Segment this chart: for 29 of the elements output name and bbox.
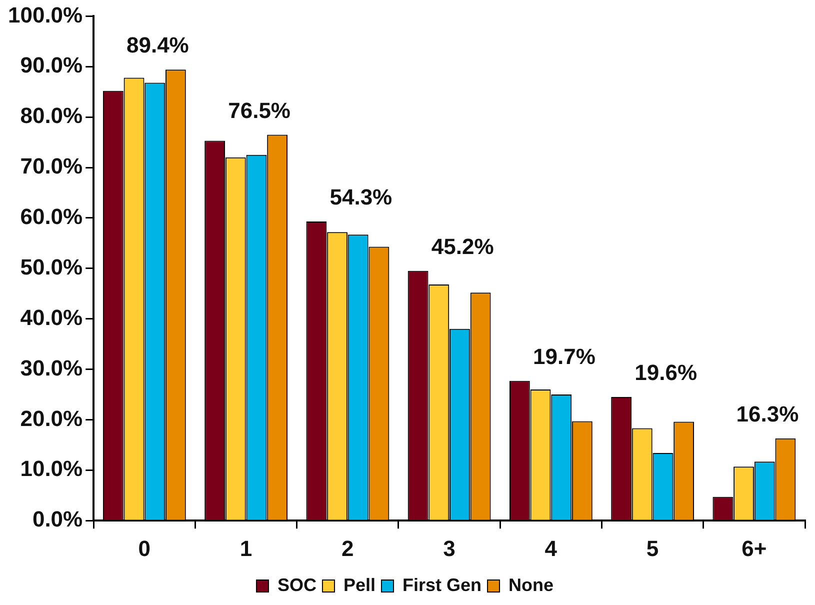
y-tick-label: 30.0% [20, 355, 83, 380]
data-label: 19.7% [532, 344, 596, 369]
y-tick-label: 0.0% [32, 506, 83, 532]
y-tick-label: 90.0% [20, 52, 83, 78]
y-tick-label: 40.0% [20, 304, 83, 330]
data-label: 45.2% [431, 234, 494, 259]
y-tick-label: 80.0% [20, 103, 83, 128]
x-tick-label: 5 [646, 536, 659, 561]
y-tick-label: 70.0% [20, 154, 83, 179]
y-tick-label: 10.0% [20, 456, 83, 482]
y-tick-label: 60.0% [20, 204, 83, 230]
x-tick-label: 1 [240, 536, 252, 561]
y-tick-label: 20.0% [20, 406, 83, 431]
x-tick-label: 0 [138, 536, 151, 561]
y-tick-label: 100.0% [8, 2, 83, 28]
y-tick-label: 50.0% [20, 254, 83, 280]
x-tick-label: 4 [544, 536, 558, 561]
x-tick-label: 6+ [742, 536, 767, 561]
x-tick-label: 2 [342, 536, 354, 561]
legend-label: SOC [277, 574, 316, 595]
data-label: 76.5% [228, 98, 290, 123]
data-label: 54.3% [330, 184, 392, 210]
legend-label: None [508, 574, 554, 595]
data-label: 16.3% [736, 401, 799, 426]
data-label: 19.6% [634, 360, 698, 386]
legend-label: First Gen [402, 574, 482, 595]
x-tick-label: 3 [443, 536, 456, 561]
data-label: 89.4% [126, 32, 189, 58]
legend-label: Pell [343, 574, 376, 595]
